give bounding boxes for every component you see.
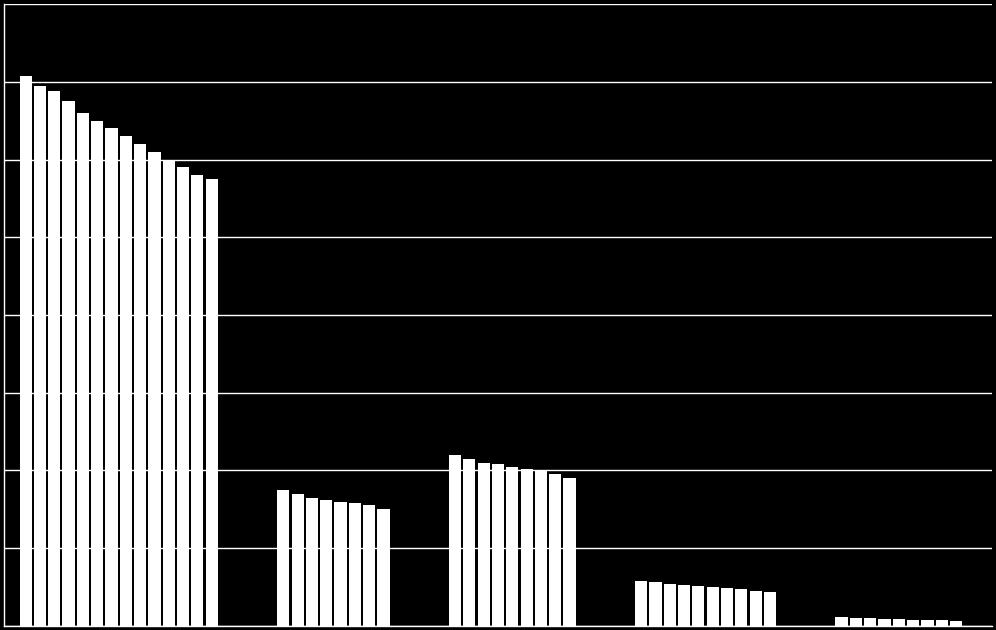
Bar xyxy=(205,179,218,626)
Bar xyxy=(564,478,576,626)
Bar xyxy=(549,474,562,626)
Bar xyxy=(306,498,318,626)
Bar xyxy=(148,152,160,626)
Bar xyxy=(735,589,747,626)
Bar xyxy=(692,586,704,626)
Bar xyxy=(678,585,690,626)
Bar xyxy=(850,618,862,626)
Bar xyxy=(950,621,962,626)
Bar xyxy=(663,584,676,626)
Bar xyxy=(320,500,333,626)
Bar xyxy=(878,619,890,626)
Bar xyxy=(120,136,131,626)
Bar xyxy=(364,505,375,626)
Bar xyxy=(764,592,776,626)
Bar xyxy=(77,113,89,626)
Bar xyxy=(892,619,905,626)
Bar xyxy=(91,121,104,626)
Bar xyxy=(177,168,189,626)
Bar xyxy=(492,464,504,626)
Bar xyxy=(506,467,518,626)
Bar xyxy=(521,469,533,626)
Bar xyxy=(449,455,461,626)
Bar xyxy=(134,144,146,626)
Bar xyxy=(535,471,547,626)
Bar xyxy=(48,91,61,626)
Bar xyxy=(865,619,876,626)
Bar xyxy=(377,509,389,626)
Bar xyxy=(836,617,848,626)
Bar xyxy=(20,76,32,626)
Bar xyxy=(750,591,762,626)
Bar xyxy=(191,175,203,626)
Bar xyxy=(34,86,46,626)
Bar xyxy=(335,501,347,626)
Bar xyxy=(706,587,719,626)
Bar xyxy=(921,620,933,626)
Bar xyxy=(635,581,647,626)
Bar xyxy=(162,159,175,626)
Bar xyxy=(292,494,304,626)
Bar xyxy=(63,101,75,626)
Bar xyxy=(649,582,661,626)
Bar xyxy=(463,459,475,626)
Bar xyxy=(721,588,733,626)
Bar xyxy=(935,621,948,626)
Bar xyxy=(349,503,361,626)
Bar xyxy=(106,129,118,626)
Bar xyxy=(907,620,919,626)
Bar xyxy=(277,490,290,626)
Bar xyxy=(478,462,490,626)
